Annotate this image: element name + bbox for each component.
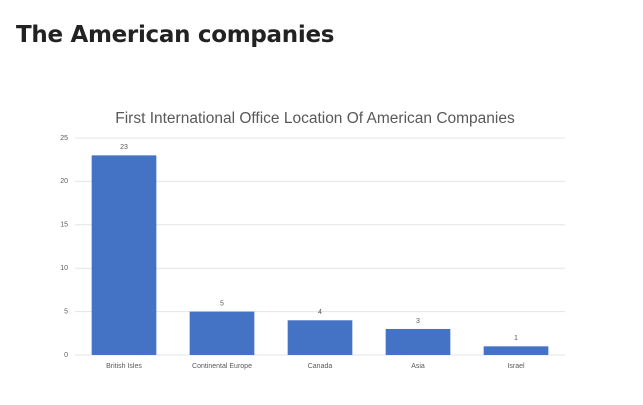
y-tick-label: 0 [64, 352, 68, 359]
y-tick-label: 20 [60, 178, 68, 185]
data-label: 5 [220, 300, 224, 307]
y-tick-label: 10 [60, 265, 68, 272]
x-tick-label: British Isles [106, 363, 142, 370]
data-label: 1 [514, 335, 518, 342]
data-label: 4 [318, 309, 322, 316]
bar [91, 155, 157, 355]
y-tick-label: 5 [64, 308, 68, 315]
x-tick-label: Canada [308, 363, 333, 370]
y-tick-label: 15 [60, 222, 68, 229]
x-tick-label: Continental Europe [192, 363, 252, 370]
chart-title: First International Office Location Of A… [115, 110, 515, 127]
y-tick-label: 25 [60, 135, 68, 142]
bar [189, 311, 255, 355]
data-label: 3 [416, 318, 420, 325]
data-label: 23 [120, 144, 128, 151]
x-tick-label: Israel [507, 363, 525, 370]
page-heading: The American companies [16, 22, 335, 48]
bar [483, 346, 549, 355]
bar [287, 320, 353, 355]
bar [385, 328, 451, 355]
x-tick-label: Asia [411, 363, 425, 370]
